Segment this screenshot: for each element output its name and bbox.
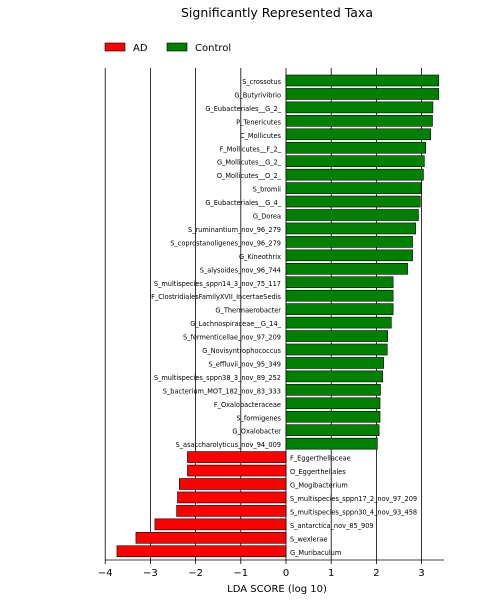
bar — [285, 289, 394, 302]
bar-label: G_Mogibacterium — [290, 482, 348, 490]
bar — [285, 88, 440, 100]
bar-label: G_Lachnospiraceae__G_14_ — [190, 320, 282, 328]
x-tick-label: 3 — [418, 568, 424, 579]
bar-label: F_Oxalobacteraceae — [214, 401, 281, 409]
x-tick-label: −3 — [143, 568, 158, 579]
bar-labels: S_crossotus G_Butyrivibrio G_Eubacteriales… — [151, 78, 417, 557]
bar — [285, 101, 434, 114]
bar — [285, 195, 421, 208]
x-tick-label: 2 — [373, 568, 379, 579]
bar-label: G_Muribaculum — [290, 549, 341, 557]
bar-label: S_formigenes — [236, 414, 281, 422]
x-tick-label: −2 — [188, 568, 203, 579]
bar — [177, 491, 287, 504]
bar — [285, 236, 413, 248]
legend-label-ad: AD — [133, 43, 148, 54]
bar — [187, 464, 287, 477]
bar — [187, 451, 287, 463]
bar-label: S_antarctica_nov_85_909 — [290, 522, 374, 530]
bar-label: S_fermenticellae_nov_97_209 — [183, 334, 281, 342]
bar — [285, 115, 433, 127]
bar — [285, 424, 380, 437]
bar — [285, 222, 417, 235]
bar-label: S_asaccharolyticus_nov_94_009 — [176, 441, 281, 449]
bar — [285, 168, 424, 181]
bar-label: S_multispecies_sppn30_4_nov_93_458 — [290, 508, 417, 516]
bar-label: S_multispecies_sppn17_2_nov_97_209 — [290, 495, 417, 503]
bar — [179, 478, 287, 490]
bar — [285, 262, 408, 275]
x-tick-label: −1 — [233, 568, 248, 579]
bar — [285, 74, 440, 87]
bar — [116, 545, 287, 558]
bar-label: G_Dorea — [253, 213, 281, 221]
x-tick-label: −4 — [98, 568, 113, 579]
bar-label: G_Thermaerobacter — [215, 307, 281, 315]
bar-label: S_alysoides_nov_96_744 — [200, 266, 281, 274]
bar-label: S_wexlerae — [290, 535, 327, 543]
bar — [285, 249, 413, 262]
bar — [285, 384, 381, 396]
x-axis-label: LDA SCORE (log 10) — [227, 584, 327, 595]
x-tick-label: 0 — [283, 568, 289, 579]
bars — [116, 74, 440, 558]
bar-label: G_Novisyntrophococcus — [202, 347, 281, 355]
bar — [285, 155, 425, 167]
bar — [285, 343, 388, 356]
legend-swatch-control — [166, 42, 188, 52]
bar — [135, 531, 287, 544]
legend: AD Control — [104, 42, 231, 54]
bar-label: O_Eggerthellales — [290, 468, 346, 476]
bar — [285, 437, 378, 450]
legend-label-control: Control — [195, 43, 231, 54]
bar-label: P_Tenericutes — [236, 118, 281, 126]
legend-swatch-ad — [104, 42, 126, 52]
bar — [285, 276, 394, 289]
bar-label: G_Mollicutes__G_2_ — [217, 159, 282, 167]
bar — [285, 316, 392, 329]
bar-label: F_Eggerthellaceae — [290, 455, 351, 463]
bar-label: G_Eubacteriales__G_4_ — [205, 199, 281, 207]
bar-label: G_Butyrivibrio — [234, 91, 281, 99]
bar-label: S_ruminantium_nov_96_279 — [188, 226, 281, 234]
bar-label: S_bacterium_MOT_182_nov_83_333 — [163, 387, 281, 395]
bar — [285, 141, 426, 154]
bar-label: S_effluvii_nov_95_349 — [208, 360, 281, 368]
bar — [285, 370, 384, 383]
bar-label: S_multispecies_sppn38_3_nov_89_252 — [154, 374, 281, 382]
bar — [176, 505, 287, 517]
bar — [285, 128, 431, 141]
bar-label: G_Eubacteriales__G_2_ — [205, 105, 281, 113]
x-tick-label: 1 — [328, 568, 334, 579]
bar-label: S_bromii — [253, 186, 282, 194]
bar — [285, 182, 422, 194]
bar-label: G_Kineothrix — [239, 253, 281, 261]
bar-label: S_crossotus — [242, 78, 281, 86]
bar — [285, 397, 381, 410]
bar — [285, 303, 394, 315]
bar-label: C_Mollicutes — [240, 132, 282, 140]
bar — [285, 209, 419, 221]
bar-label: G_Oxalobacter — [232, 428, 281, 436]
bar-label: O_Mollicutes__O_2_ — [217, 172, 282, 180]
bar-label: F_Mollicutes__F_2_ — [220, 145, 282, 153]
chart-title: Significantly Represented Taxa — [181, 5, 373, 20]
bar-label: F_ClostridialesFamilyXVII_IncertaeSedis — [151, 293, 281, 301]
bar-label: S_multispecies_sppn14_3_nov_75_117 — [154, 280, 281, 288]
bar — [154, 518, 287, 531]
bar-label: S_coprostanoligenes_nov_96_279 — [170, 239, 281, 247]
bar — [285, 410, 381, 423]
bar — [285, 357, 384, 369]
bar — [285, 330, 388, 342]
x-axis: −4 −3 −2 −1 0 1 2 3 — [98, 559, 444, 579]
